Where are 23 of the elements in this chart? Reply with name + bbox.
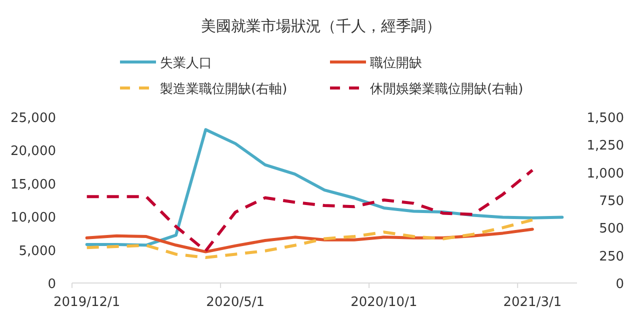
x-tick-label: 2020/10/1 bbox=[350, 295, 418, 310]
y-tick-label: 20,000 bbox=[10, 144, 56, 160]
legend-label: 製造業職位開缺(右軸) bbox=[160, 82, 288, 97]
legend-label: 失業人口 bbox=[160, 56, 212, 71]
y2-tick-label: 500 bbox=[599, 222, 624, 237]
x-tick-label: 2020/5/1 bbox=[206, 295, 265, 310]
y-tick-label: 0 bbox=[48, 277, 56, 292]
y2-tick-label: 1,000 bbox=[586, 166, 624, 182]
y-tick-label: 25,000 bbox=[10, 111, 56, 126]
legend-label: 職位開缺 bbox=[370, 56, 422, 71]
x-tick-label: 2021/3/1 bbox=[503, 295, 562, 310]
chart-title: 美國就業市場狀況（千人，經季調） bbox=[201, 17, 441, 35]
legend-label: 休閒娛樂業職位開缺(右軸) bbox=[370, 82, 524, 97]
y-tick-label: 5,000 bbox=[18, 244, 56, 259]
y2-tick-label: 1,500 bbox=[586, 111, 624, 126]
x-tick-label: 2019/12/1 bbox=[54, 295, 120, 310]
y-tick-label: 15,000 bbox=[10, 177, 56, 192]
y2-tick-label: 0 bbox=[616, 277, 624, 292]
line-series bbox=[85, 128, 564, 247]
y-tick-label: 10,000 bbox=[10, 210, 56, 226]
y2-tick-label: 750 bbox=[599, 194, 624, 209]
y2-tick-label: 1,250 bbox=[586, 138, 624, 154]
y2-tick-label: 250 bbox=[599, 249, 624, 264]
